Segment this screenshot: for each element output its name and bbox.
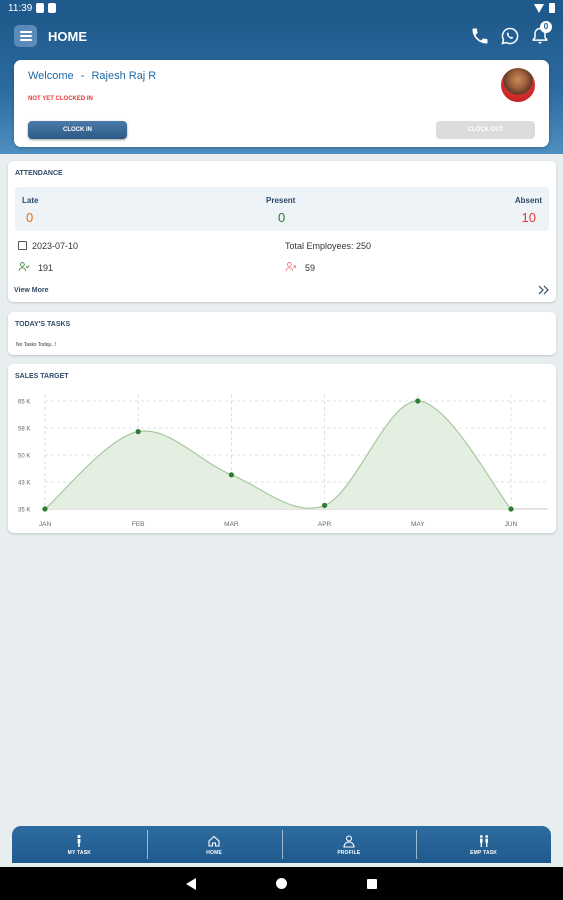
wifi-icon: [534, 3, 544, 13]
welcome-separator: -: [80, 70, 85, 82]
sales-area: [45, 400, 511, 509]
welcome-greeting: Welcome: [28, 70, 74, 82]
y-tick-label: 65 K: [18, 400, 30, 406]
bottom-nav: MY TASK HOME PROFILE EMP TASK: [12, 826, 551, 863]
clock-in-button[interactable]: CLOCK IN: [28, 121, 127, 139]
person-icon: [77, 834, 81, 847]
attendance-date: 2023-07-10: [32, 241, 79, 251]
page-title: HOME: [48, 29, 87, 44]
nav-label: MY TASK: [67, 849, 92, 856]
present-count: 191: [38, 263, 54, 273]
absent-count: 59: [305, 263, 316, 273]
welcome-card: Welcome - Rajesh Raj R NOT YET CLOCKED I…: [14, 60, 549, 147]
status-time: 11:39: [8, 3, 33, 14]
tasks-title: TODAY'S TASKS: [15, 321, 71, 328]
y-tick-label: 35 K: [18, 508, 30, 514]
status-bar: 11:39: [0, 0, 563, 18]
sales-point[interactable]: [415, 398, 421, 404]
phone-icon[interactable]: [470, 26, 490, 46]
sales-point[interactable]: [228, 472, 234, 478]
x-tick-label: JAN: [39, 521, 52, 528]
calendar-icon: [18, 241, 27, 250]
welcome-message: Welcome - Rajesh Raj R: [28, 70, 156, 82]
sales-title: SALES TARGET: [15, 373, 69, 380]
attendance-card: ATTENDANCE Late 0 Present 0 Absent 10 20…: [8, 161, 556, 302]
y-tick-label: 50 K: [18, 454, 30, 460]
home-icon: [208, 835, 220, 847]
tasks-card: TODAY'S TASKS No Tasks Today...!: [8, 312, 556, 355]
late-label: Late: [22, 196, 39, 205]
y-tick-label: 58 K: [18, 427, 30, 433]
sales-line: [44, 400, 512, 510]
people-icon: [479, 834, 488, 847]
present-label: Present: [266, 196, 296, 205]
absent-value: 10: [521, 210, 536, 225]
hamburger-icon-line: [19, 35, 32, 37]
sim-icon: [48, 3, 56, 13]
x-tick-label: MAR: [224, 521, 239, 528]
user-name: Rajesh Raj R: [91, 70, 157, 82]
view-more-link[interactable]: View More: [14, 287, 49, 294]
system-nav-bar: [0, 867, 563, 900]
app-notification-icon: [36, 3, 44, 13]
attendance-stats: Late 0 Present 0 Absent 10: [15, 187, 549, 231]
nav-label: EMP TASK: [470, 849, 498, 856]
nav-label: HOME: [206, 849, 223, 856]
x-tick-label: JUN: [505, 521, 518, 528]
nav-label: PROFILE: [337, 849, 361, 856]
sales-chart: 35 K 43 K 50 K 58 K 65 K JAN FEB MAR APR MAY JUN: [18, 395, 548, 528]
menu-button[interactable]: [14, 25, 37, 47]
user-check-icon: [18, 262, 30, 272]
sales-point[interactable]: [508, 506, 514, 512]
nav-profile[interactable]: PROFILE: [281, 826, 417, 863]
total-employees: Total Employees: 250: [285, 241, 372, 251]
x-tick-label: FEB: [132, 521, 145, 528]
hamburger-icon: [19, 31, 32, 33]
sales-point[interactable]: [135, 429, 141, 435]
chevrons-right-icon[interactable]: [538, 285, 550, 295]
nav-home[interactable]: HOME: [146, 826, 282, 863]
sales-point[interactable]: [42, 506, 48, 512]
nav-emp-task[interactable]: EMP TASK: [416, 826, 551, 863]
nav-my-task[interactable]: MY TASK: [12, 826, 147, 863]
user-remove-icon: [285, 262, 297, 272]
profile-icon: [343, 834, 355, 848]
late-value: 0: [26, 210, 34, 225]
hamburger-icon-line: [19, 39, 32, 41]
whatsapp-icon[interactable]: [500, 26, 520, 46]
attendance-title: ATTENDANCE: [15, 170, 63, 177]
y-tick-label: 43 K: [18, 481, 30, 487]
x-tick-label: MAY: [411, 521, 425, 528]
present-value: 0: [278, 210, 286, 225]
notification-badge: 0: [540, 21, 552, 33]
absent-label: Absent: [514, 196, 542, 205]
sales-point[interactable]: [322, 502, 328, 508]
status-system-icons: [534, 3, 555, 13]
status-notification-icons: [36, 3, 56, 13]
avatar[interactable]: [501, 68, 535, 102]
battery-icon: [549, 3, 555, 13]
back-icon[interactable]: [186, 878, 196, 890]
clock-out-button[interactable]: CLOCK OUT: [436, 121, 535, 139]
home-circle-icon[interactable]: [276, 878, 287, 889]
clock-status: NOT YET CLOCKED IN: [28, 96, 93, 102]
recents-icon[interactable]: [367, 879, 377, 889]
x-tick-label: APR: [318, 521, 332, 528]
no-tasks-message: No Tasks Today...!: [16, 342, 57, 348]
sales-target-card: SALES TARGET 35 K 43 K 50 K 58 K 65 K JAN FEB M…: [8, 364, 556, 533]
